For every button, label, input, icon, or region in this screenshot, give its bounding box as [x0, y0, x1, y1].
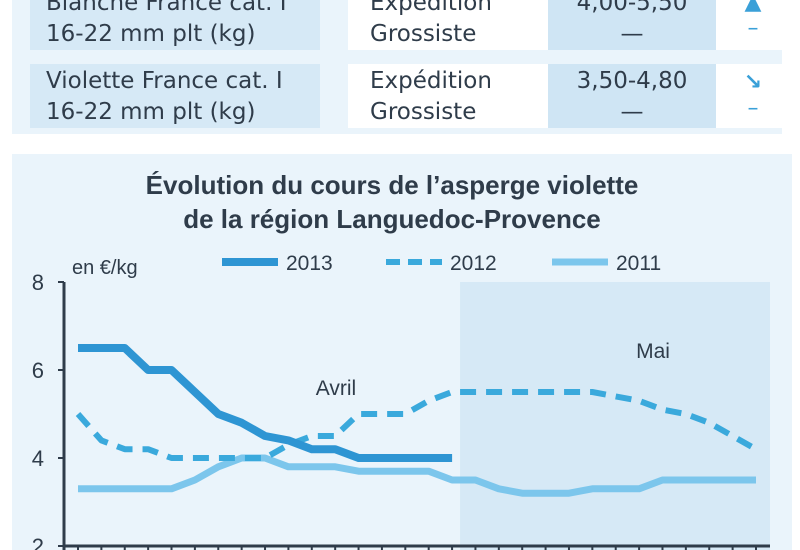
- price-cell: 4,00-5,50 —: [548, 0, 716, 50]
- chart-title-line: Évolution du cours de l’asperge violette: [145, 170, 639, 200]
- product-spec: 16-22 mm plt (kg): [46, 21, 256, 47]
- product-spec: 16-22 mm plt (kg): [46, 99, 256, 125]
- series-line-2011: [78, 454, 756, 497]
- stage-label: Expédition: [370, 68, 492, 94]
- legend-label-2013: 2013: [286, 252, 333, 275]
- arrow-down-right-icon: ↘: [743, 70, 763, 95]
- y-tick-label: 6: [32, 358, 44, 383]
- product-name: Blanche France cat. I: [46, 0, 287, 16]
- price-value: —: [620, 21, 644, 47]
- stage-label: Grossiste: [370, 99, 477, 125]
- period-label-avril: Avril: [316, 377, 356, 400]
- price-cell: 3,50-4,80 —: [548, 64, 716, 128]
- arrow-up-icon: ▲: [744, 0, 762, 15]
- product-cell: Blanche France cat. I 16-22 mm plt (kg): [30, 0, 320, 50]
- table-row: Violette France cat. I 16-22 mm plt (kg)…: [30, 64, 790, 128]
- price-value: 3,50-4,80: [576, 68, 688, 94]
- chart-title-line: de la région Languedoc-Provence: [183, 204, 601, 234]
- y-tick-label: 2: [32, 534, 44, 550]
- price-value: 4,00-5,50: [576, 0, 688, 16]
- trend-cell: ▲ –: [716, 0, 790, 50]
- series-line-2012: [75, 389, 758, 461]
- stage-label: Grossiste: [370, 21, 477, 47]
- legend-label-2012: 2012: [450, 252, 497, 275]
- price-value: —: [620, 99, 644, 125]
- chart-title: Évolution du cours de l’asperge violette…: [0, 168, 784, 236]
- dash-icon: –: [747, 96, 759, 121]
- period-band-mai: [460, 282, 770, 550]
- y-tick-label: 4: [32, 446, 44, 471]
- period-label-mai: Mai: [636, 340, 670, 363]
- stage-cell: Expédition Grossiste: [348, 0, 548, 50]
- stage-cell: Expédition Grossiste: [348, 64, 548, 128]
- trend-cell: ↘ –: [716, 64, 790, 128]
- y-tick-label: 8: [32, 270, 44, 295]
- series-line-2013: [78, 344, 453, 462]
- legend-label-2011: 2011: [616, 252, 661, 275]
- product-cell: Violette France cat. I 16-22 mm plt (kg): [30, 64, 320, 128]
- y-axis-label: en €/kg: [72, 257, 138, 279]
- dash-icon: –: [747, 16, 759, 41]
- table-row: Blanche France cat. I 16-22 mm plt (kg) …: [30, 0, 790, 50]
- stage-label: Expédition: [370, 0, 492, 16]
- product-name: Violette France cat. I: [46, 68, 283, 94]
